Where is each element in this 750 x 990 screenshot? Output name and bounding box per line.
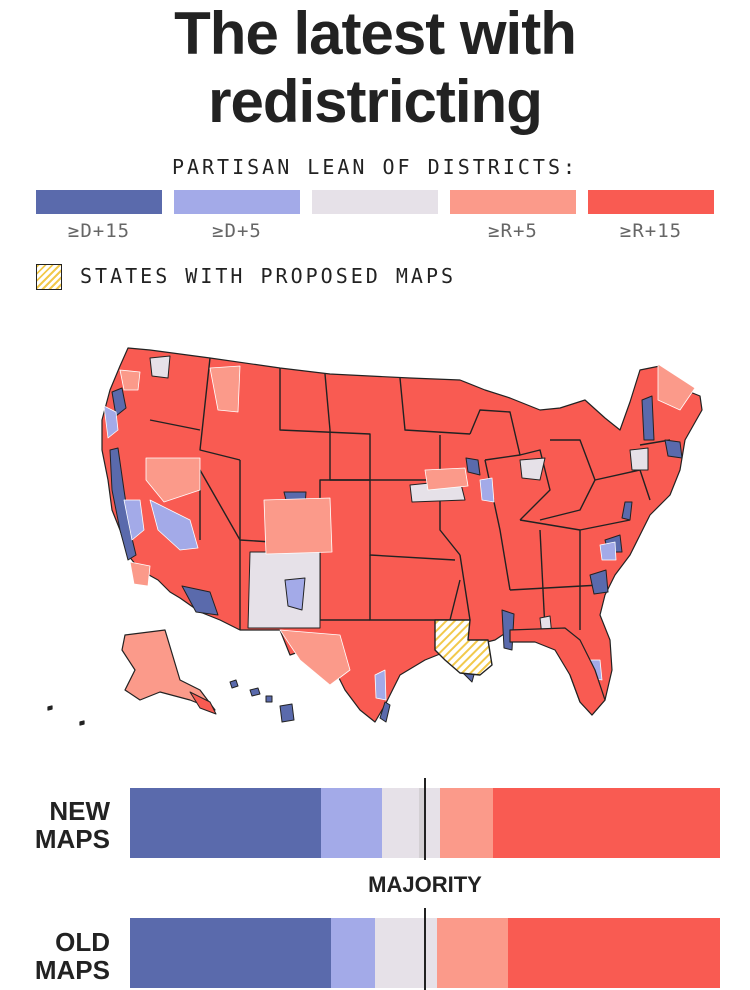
alaska-shape <box>121 629 216 711</box>
new-maps-segment-0 <box>130 788 322 858</box>
old-maps-segment-4 <box>508 918 721 988</box>
new-maps-bar <box>130 788 721 858</box>
new-maps-segment-3 <box>419 788 427 858</box>
louisiana-proposed <box>434 619 493 676</box>
legend-swatch-tossup <box>312 190 438 214</box>
new-maps-label-line-2: MAPS <box>34 824 110 854</box>
majority-line-new <box>424 778 426 860</box>
legend-swatch-r5 <box>450 190 576 214</box>
old-maps-segment-2 <box>375 918 438 988</box>
legend-swatch-d15 <box>36 190 162 214</box>
new-maps-label-line-1: NEW <box>49 796 110 826</box>
proposed-maps-label: STATES WITH PROPOSED MAPS <box>80 264 457 288</box>
old-maps-segment-3 <box>437 918 509 988</box>
legend-label-r15: ≥R+15 <box>619 220 683 242</box>
legend-title: PARTISAN LEAN OF DISTRICTS: <box>171 155 579 179</box>
old-maps-label-line-1: OLD <box>55 927 110 957</box>
old-maps-label: OLD MAPS <box>0 928 110 984</box>
majority-label: MAJORITY <box>368 872 482 897</box>
title-line-2: redistricting <box>208 68 543 135</box>
us-districts-map <box>47 347 703 726</box>
new-maps-segment-4 <box>426 788 441 858</box>
legend-swatch-r15 <box>588 190 714 214</box>
majority-line-old <box>424 908 426 990</box>
old-maps-segment-0 <box>130 918 332 988</box>
legend-label-d5: ≥D+5 <box>212 220 262 242</box>
old-maps-bar <box>130 918 721 988</box>
legend-label-r5: ≥R+5 <box>488 220 538 242</box>
page-title: The latest with redistricting <box>0 0 750 136</box>
new-maps-segment-5 <box>440 788 494 858</box>
old-maps-label-line-2: MAPS <box>34 955 110 985</box>
proposed-maps-hatch-icon <box>36 264 62 290</box>
new-maps-segment-6 <box>493 788 721 858</box>
legend-label-d15: ≥D+15 <box>67 220 131 242</box>
new-maps-segment-1 <box>321 788 383 858</box>
legend-swatch-d5 <box>174 190 300 214</box>
old-maps-segment-1 <box>330 918 376 988</box>
title-line-1: The latest with <box>174 0 577 67</box>
new-maps-segment-2 <box>381 788 420 858</box>
new-maps-label: NEW MAPS <box>0 797 110 853</box>
